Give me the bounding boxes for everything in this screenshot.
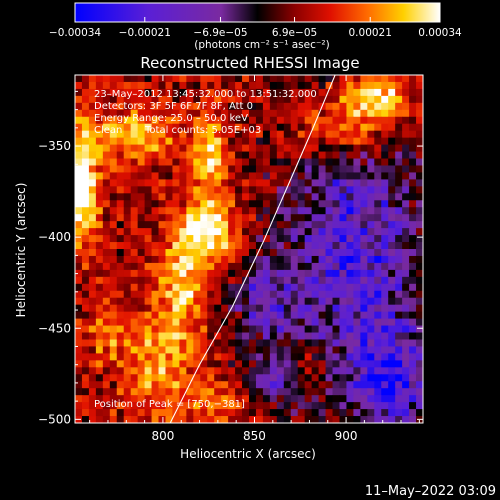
y-tick-label: −400: [38, 230, 71, 244]
colorbar-tick-label: 0.00034: [418, 27, 462, 39]
footer-timestamp: 11–May–2022 03:09: [365, 484, 496, 499]
x-axis-label: Heliocentric X (arcsec): [180, 447, 316, 461]
colorbar-ticks: −0.00034 −0.00021 −6.9e−05 6.9e−05 0.00021 0.…: [49, 17, 462, 39]
y-tick-label: −450: [38, 321, 71, 335]
annotation-time: 23–May–2012 13:45:32.000 to 13:51:32.000: [94, 89, 317, 100]
y-tick-label: −350: [38, 139, 71, 153]
colorbar-tick-label: 6.9e−05: [272, 27, 317, 39]
colorbar-tick-label: 0.00021: [349, 27, 392, 39]
heatmap-image: [75, 75, 423, 423]
x-tick-label: 800: [151, 429, 174, 443]
annotation-clean: Clean: [94, 125, 122, 136]
annotation-peak: Position of Peak = [750,−381]: [94, 399, 245, 410]
solar-limb-curve: [169, 75, 336, 423]
colorbar-gradient: [74, 2, 441, 23]
chart-title: Reconstructed RHESSI Image: [140, 54, 359, 72]
x-tick-label: 900: [335, 429, 358, 443]
colorbar-tick-label: −0.00021: [119, 27, 171, 39]
colorbar: −0.00034 −0.00021 −6.9e−05 6.9e−05 0.00021 0.…: [49, 2, 462, 51]
annotation-block: 23–May–2012 13:45:32.000 to 13:51:32.000…: [94, 89, 317, 410]
colorbar-tick-label: −6.9e−05: [193, 27, 247, 39]
y-tick-label: −500: [38, 412, 71, 426]
y-axis-label: Heliocentric Y (arcsec): [14, 183, 28, 318]
plot-frame: [74, 74, 424, 424]
annotation-energy: Energy Range: 25.0 – 50.0 keV: [94, 113, 248, 124]
colorbar-unit-label: (photons cm⁻² s⁻¹ asec⁻²): [194, 39, 329, 51]
colorbar-tick-label: −0.00034: [49, 27, 102, 39]
annotation-counts: Total counts: 5.05E+03: [144, 125, 261, 136]
annotation-detectors: Detectors: 3F 5F 6F 7F 8F, Att 0: [94, 101, 253, 112]
x-tick-label: 850: [243, 429, 266, 443]
axis-ticks: 800 850 900 −350 −400 −450 −500: [38, 75, 423, 443]
